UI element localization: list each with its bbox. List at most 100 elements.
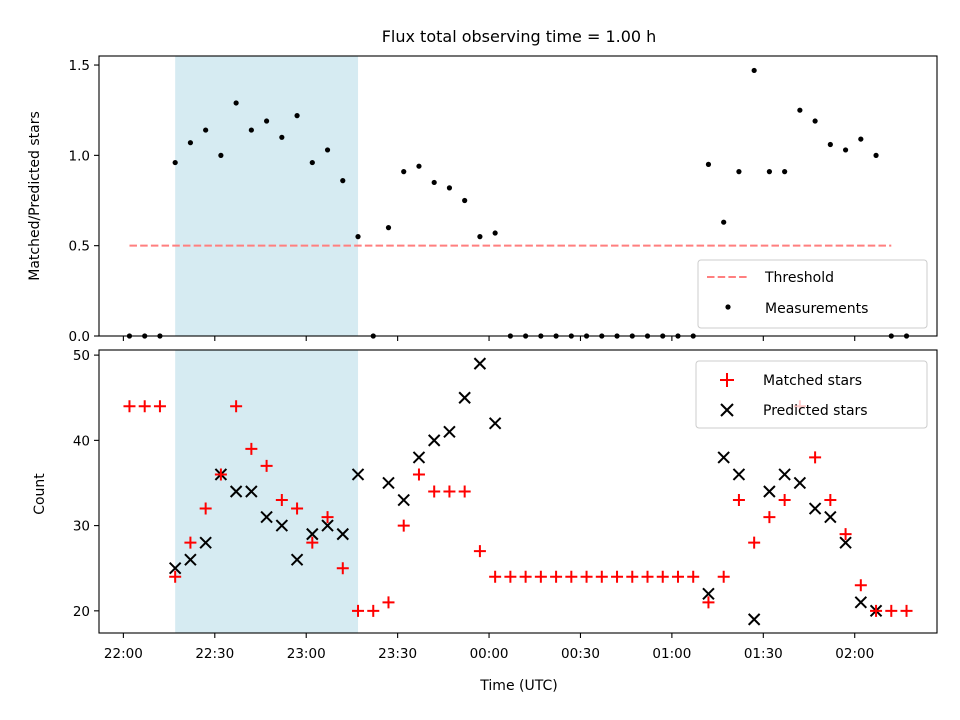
matched-star-marker <box>763 511 776 524</box>
measurement-points <box>126 67 910 339</box>
measurement-point <box>797 107 803 113</box>
bottom-y-ticks: 20 30 40 50 <box>73 348 99 620</box>
measurement-point <box>294 113 300 119</box>
legend-predicted-swatch <box>720 403 734 417</box>
measurement-point <box>873 152 879 158</box>
predicted-star-marker <box>702 587 715 600</box>
matched-star-marker <box>367 604 380 617</box>
measurement-point <box>218 152 224 158</box>
matched-star-marker <box>184 536 197 549</box>
matched-star-marker <box>397 519 410 532</box>
predicted-star-marker <box>168 562 182 575</box>
bottom-shaded-interval <box>175 350 359 633</box>
top-panel: 0.0 0.5 1.0 1.5 Matched/Predicted stars Thr… <box>27 55 938 345</box>
measurement-point <box>340 178 346 184</box>
matched-star-marker <box>321 511 334 524</box>
chart-title: Flux total observing time = 1.00 h <box>382 27 657 46</box>
top-legend-box <box>697 259 928 329</box>
x-tick-label: 01:00 <box>652 646 691 662</box>
matched-star-marker <box>519 570 532 583</box>
matched-star-marker <box>214 468 227 481</box>
bottom-panel: 20 30 40 50 22:00 22:30 23:00 23:30 00:00 00:30 0… <box>32 348 938 694</box>
legend-measurements-label: Measurements <box>765 301 868 317</box>
measurement-point <box>812 118 818 124</box>
matched-star-marker <box>291 502 304 515</box>
measurement-point <box>782 169 788 175</box>
measurement-point <box>264 118 270 124</box>
predicted-star-marker <box>458 391 471 404</box>
bottom-legend: Matched stars Predicted stars <box>695 360 928 429</box>
predicted-star-marker <box>763 485 776 498</box>
y-tick-label: 40 <box>73 433 90 449</box>
y-tick-label: 0.0 <box>69 329 90 345</box>
y-tick-label: 50 <box>73 348 90 364</box>
matched-star-marker <box>717 570 730 583</box>
predicted-star-marker <box>184 553 197 566</box>
predicted-star-marker <box>290 553 304 566</box>
matched-star-marker <box>428 485 441 498</box>
predicted-star-marker <box>473 357 487 370</box>
measurement-point <box>446 185 453 191</box>
x-tick-label: 22:00 <box>104 646 143 662</box>
predicted-star-marker <box>732 468 746 481</box>
matched-star-marker <box>824 494 837 507</box>
legend-predicted-label: Predicted stars <box>763 403 868 419</box>
measurement-point <box>766 169 773 175</box>
y-tick-label: 0.5 <box>69 239 90 255</box>
legend-threshold-label: Threshold <box>764 270 834 286</box>
matched-star-marker <box>306 536 319 549</box>
matched-star-marker <box>199 502 212 515</box>
bottom-legend-box <box>695 360 928 429</box>
predicted-star-marker <box>717 451 730 464</box>
matched-star-marker <box>443 485 456 498</box>
predicted-star-marker <box>793 476 807 490</box>
matched-star-marker <box>550 570 563 583</box>
predicted-star-marker <box>397 493 410 507</box>
predicted-star-marker <box>351 468 365 481</box>
matched-star-marker <box>656 570 669 583</box>
matched-star-marker <box>169 570 182 583</box>
predicted-star-marker <box>306 527 319 541</box>
matched-star-marker <box>565 570 578 583</box>
matched-star-markers <box>123 400 913 617</box>
matched-star-marker <box>352 604 365 617</box>
predicted-star-marker <box>245 485 258 498</box>
predicted-star-marker <box>808 502 822 515</box>
x-tick-label: 23:30 <box>378 646 417 662</box>
matched-star-marker <box>260 459 273 472</box>
legend-matched-swatch <box>720 373 734 387</box>
matched-star-marker <box>336 562 349 575</box>
matched-star-marker <box>534 570 547 583</box>
top-y-ticks: 0.0 0.5 1.0 1.5 <box>69 58 99 345</box>
matched-star-marker <box>245 442 258 455</box>
predicted-star-marker <box>199 536 212 549</box>
measurement-point <box>827 141 833 148</box>
matched-star-marker <box>641 570 654 583</box>
predicted-star-marker <box>229 485 243 498</box>
x-tick-label: 02:00 <box>835 646 874 662</box>
measurement-point <box>858 136 864 142</box>
y-tick-label: 1.5 <box>69 58 90 74</box>
y-tick-label: 20 <box>73 604 90 620</box>
predicted-star-markers <box>168 357 883 626</box>
measurement-point <box>431 179 437 186</box>
measurement-point <box>492 230 498 236</box>
top-axes-frame <box>98 55 938 337</box>
measurement-point <box>324 147 331 153</box>
predicted-star-marker <box>275 519 289 532</box>
predicted-star-marker <box>427 434 441 447</box>
matched-star-marker <box>626 570 639 583</box>
x-tick-label: 23:00 <box>287 646 326 662</box>
matched-star-marker <box>458 485 471 498</box>
measurement-point <box>705 161 712 167</box>
predicted-star-marker <box>747 613 761 626</box>
measurement-point <box>309 159 315 166</box>
y-tick-label: 30 <box>73 519 90 535</box>
predicted-star-marker <box>778 468 791 481</box>
predicted-star-marker <box>412 451 426 464</box>
matched-star-marker <box>885 604 898 617</box>
matched-star-marker <box>809 451 822 464</box>
matched-star-marker <box>153 400 166 413</box>
top-legend: Threshold Measurements <box>697 259 928 329</box>
measurement-point <box>355 234 361 240</box>
